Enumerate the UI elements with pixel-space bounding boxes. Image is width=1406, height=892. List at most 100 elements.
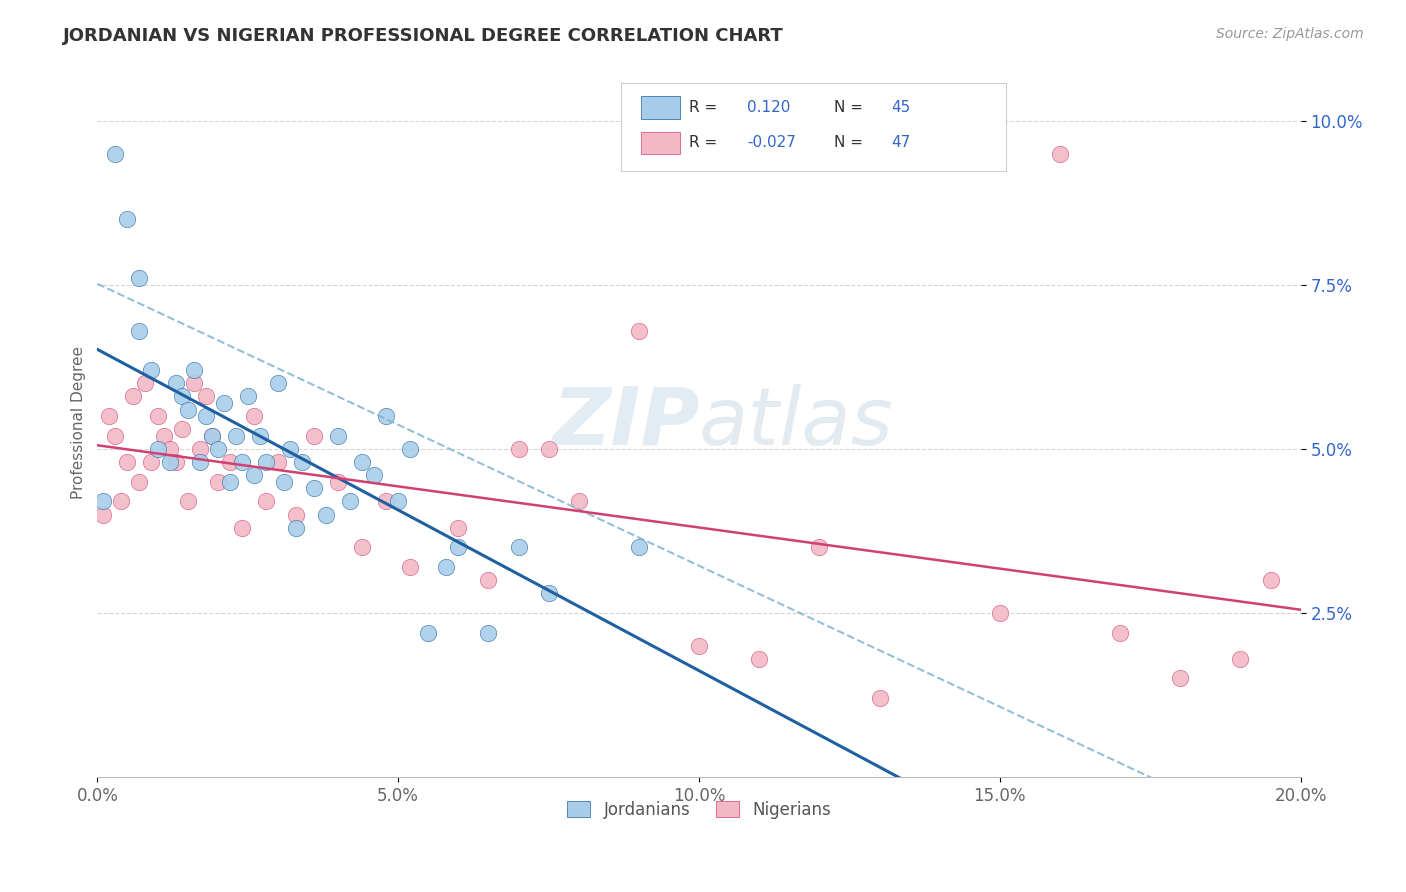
Text: R =: R = xyxy=(689,100,723,115)
Point xyxy=(122,389,145,403)
FancyBboxPatch shape xyxy=(621,83,1005,171)
Point xyxy=(339,494,361,508)
Point xyxy=(207,475,229,489)
Text: JORDANIAN VS NIGERIAN PROFESSIONAL DEGREE CORRELATION CHART: JORDANIAN VS NIGERIAN PROFESSIONAL DEGRE… xyxy=(63,27,785,45)
Point xyxy=(159,442,181,456)
Point xyxy=(477,625,499,640)
Point xyxy=(387,494,409,508)
Point xyxy=(194,389,217,403)
Point xyxy=(291,455,314,469)
Point xyxy=(141,363,163,377)
Point xyxy=(146,409,169,424)
Point xyxy=(93,494,115,508)
Point xyxy=(447,521,470,535)
Point xyxy=(508,541,530,555)
Point xyxy=(284,521,307,535)
Text: 47: 47 xyxy=(891,136,911,151)
Point xyxy=(128,271,150,285)
Point xyxy=(254,494,277,508)
Point xyxy=(477,573,499,587)
Point xyxy=(537,442,560,456)
Point xyxy=(249,429,271,443)
Point xyxy=(1260,573,1282,587)
Point xyxy=(218,475,240,489)
Point xyxy=(434,560,457,574)
Point xyxy=(363,468,385,483)
Text: ZIP: ZIP xyxy=(551,384,699,462)
Text: 0.120: 0.120 xyxy=(747,100,790,115)
Y-axis label: Professional Degree: Professional Degree xyxy=(72,346,86,500)
Point xyxy=(218,455,240,469)
Point xyxy=(176,494,198,508)
Point xyxy=(146,442,169,456)
Point xyxy=(1049,146,1071,161)
Point xyxy=(278,442,301,456)
Point xyxy=(1229,652,1251,666)
Point xyxy=(183,376,205,391)
Text: 45: 45 xyxy=(891,100,911,115)
Point xyxy=(212,396,235,410)
Point xyxy=(399,442,422,456)
Point xyxy=(267,455,290,469)
Point xyxy=(568,494,591,508)
Point xyxy=(188,442,211,456)
Point xyxy=(447,541,470,555)
Point xyxy=(134,376,156,391)
Point xyxy=(284,508,307,522)
Point xyxy=(194,409,217,424)
Point xyxy=(1109,625,1132,640)
Point xyxy=(418,625,440,640)
Point xyxy=(201,429,224,443)
Point xyxy=(188,455,211,469)
Point xyxy=(315,508,337,522)
Point xyxy=(399,560,422,574)
Point xyxy=(176,402,198,417)
Point xyxy=(375,494,398,508)
Point xyxy=(104,429,127,443)
Point xyxy=(242,409,264,424)
Point xyxy=(508,442,530,456)
Point xyxy=(688,639,710,653)
Point xyxy=(159,455,181,469)
Point xyxy=(375,409,398,424)
Point xyxy=(201,429,224,443)
Point xyxy=(537,586,560,600)
Point xyxy=(152,429,174,443)
Point xyxy=(326,475,349,489)
Point xyxy=(110,494,132,508)
Legend: Jordanians, Nigerians: Jordanians, Nigerians xyxy=(561,794,838,825)
Point xyxy=(302,429,325,443)
Point xyxy=(128,475,150,489)
Point xyxy=(352,455,374,469)
Point xyxy=(141,455,163,469)
Point xyxy=(627,324,650,338)
Point xyxy=(225,429,247,443)
Point xyxy=(302,481,325,495)
Text: -0.027: -0.027 xyxy=(747,136,796,151)
Point xyxy=(1168,672,1191,686)
Point xyxy=(98,409,121,424)
Text: atlas: atlas xyxy=(699,384,894,462)
Point xyxy=(748,652,770,666)
Point xyxy=(627,541,650,555)
Point xyxy=(869,691,891,706)
Point xyxy=(207,442,229,456)
Point xyxy=(231,521,253,535)
Point xyxy=(352,541,374,555)
Point xyxy=(165,455,187,469)
Point xyxy=(267,376,290,391)
Point xyxy=(93,508,115,522)
Point xyxy=(231,455,253,469)
Point xyxy=(273,475,295,489)
Point xyxy=(988,606,1011,620)
Point xyxy=(808,541,831,555)
Point xyxy=(104,146,127,161)
Point xyxy=(242,468,264,483)
Point xyxy=(170,389,193,403)
Point xyxy=(254,455,277,469)
Text: N =: N = xyxy=(834,136,868,151)
FancyBboxPatch shape xyxy=(641,131,679,154)
Text: Source: ZipAtlas.com: Source: ZipAtlas.com xyxy=(1216,27,1364,41)
Point xyxy=(117,212,139,227)
Point xyxy=(183,363,205,377)
